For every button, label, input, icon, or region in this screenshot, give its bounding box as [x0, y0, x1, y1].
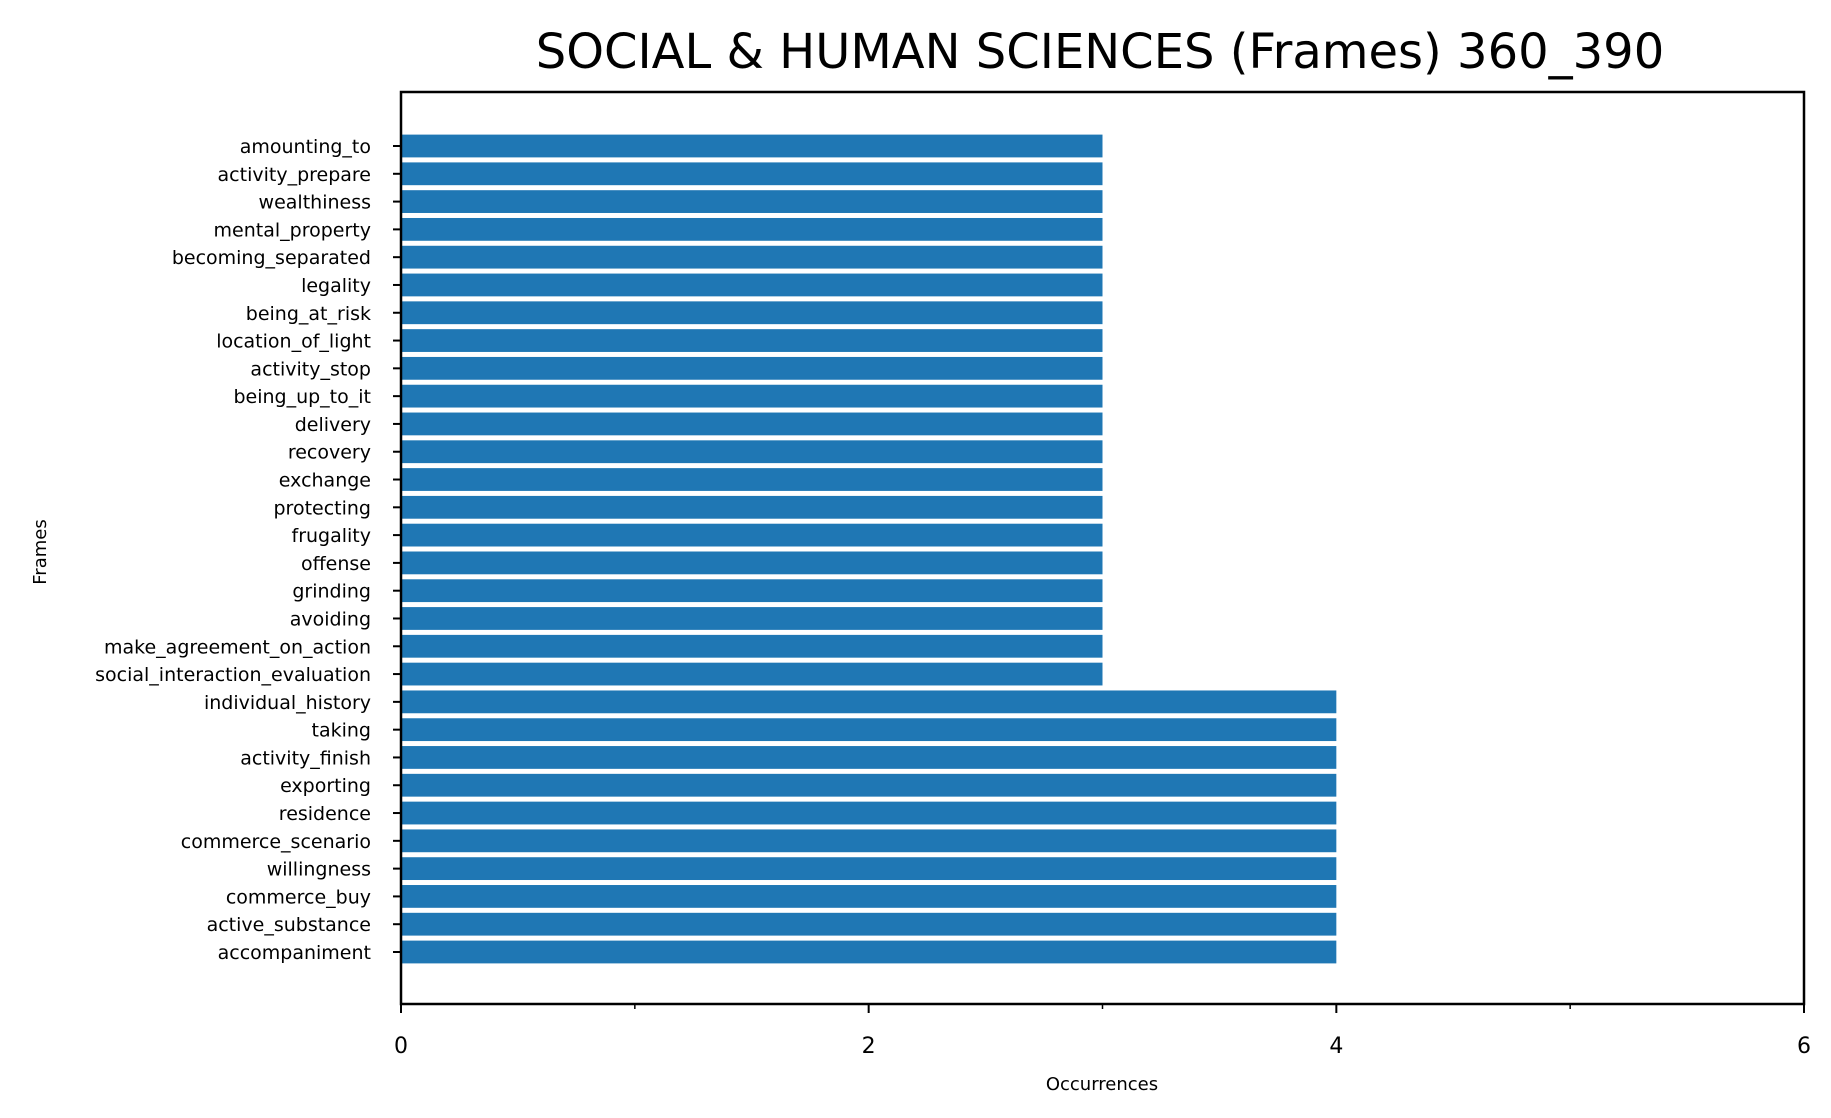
- bar-active_substance: [401, 912, 1337, 936]
- y-tick-label: becoming_separated: [172, 247, 371, 269]
- x-axis-label: Occurrences: [1046, 1074, 1158, 1095]
- bar-becoming_separated: [401, 245, 1103, 269]
- bar-commerce_scenario: [401, 829, 1337, 853]
- y-tick-label: commerce_scenario: [181, 831, 371, 853]
- bar-accompaniment: [401, 940, 1337, 964]
- y-tick-label: avoiding: [290, 608, 371, 630]
- plot-frame: [399, 90, 1806, 1006]
- y-tick-label: legality: [301, 275, 371, 297]
- chart-title: SOCIAL & HUMAN SCIENCES (Frames) 360_390: [536, 24, 1665, 80]
- bar-activity_prepare: [401, 162, 1103, 186]
- y-tick-label: active_substance: [207, 914, 371, 936]
- bar-activity_stop: [401, 356, 1103, 380]
- y-tick-label: taking: [312, 720, 371, 742]
- y-tick-label: being_at_risk: [246, 303, 371, 325]
- y-tick-label: grinding: [292, 581, 371, 603]
- x-tick-label: 0: [394, 1034, 408, 1059]
- y-tick-label: social_interaction_evaluation: [95, 664, 371, 686]
- y-tick-label: willingness: [267, 859, 371, 881]
- x-tick-label: 2: [862, 1034, 876, 1059]
- bar-offense: [401, 551, 1103, 575]
- y-tick-label: residence: [279, 803, 371, 825]
- bar-frugality: [401, 523, 1103, 547]
- y-tick-label: exporting: [280, 775, 371, 797]
- bar-being_at_risk: [401, 301, 1103, 325]
- bar-exporting: [401, 773, 1337, 797]
- bar-residence: [401, 801, 1337, 825]
- bar-amounting_to: [401, 134, 1103, 158]
- y-tick-label: frugality: [292, 525, 372, 547]
- y-tick-label: commerce_buy: [226, 886, 371, 908]
- bar-taking: [401, 718, 1337, 742]
- bar-social_interaction_evaluation: [401, 662, 1103, 686]
- x-tick-label: 4: [1329, 1034, 1343, 1059]
- y-tick-label: accompaniment: [218, 942, 371, 964]
- y-ticks-group: amounting_to activity_prepare wealthiness m…: [95, 136, 401, 964]
- bar-protecting: [401, 495, 1103, 519]
- bar-wealthiness: [401, 190, 1103, 213]
- bar-location_of_light: [401, 329, 1103, 352]
- y-tick-label: protecting: [274, 497, 372, 519]
- bar-avoiding: [401, 607, 1103, 630]
- y-tick-label: recovery: [288, 442, 371, 464]
- y-tick-label: activity_finish: [240, 747, 371, 769]
- y-tick-label: mental_property: [214, 219, 371, 241]
- y-tick-label: make_agreement_on_action: [104, 636, 371, 658]
- bar-make_agreement_on_action: [401, 634, 1103, 658]
- y-tick-label: activity_prepare: [218, 164, 371, 186]
- bar-recovery: [401, 440, 1103, 464]
- y-tick-label: location_of_light: [216, 331, 371, 353]
- bar-individual_history: [401, 690, 1337, 714]
- bar-being_up_to_it: [401, 384, 1103, 408]
- bar-delivery: [401, 412, 1103, 436]
- bar-activity_finish: [401, 746, 1337, 769]
- x-tick-label: 6: [1797, 1034, 1811, 1059]
- y-axis-label: Frames: [30, 519, 51, 584]
- y-tick-label: being_up_to_it: [233, 386, 371, 408]
- bar-mental_property: [401, 217, 1103, 241]
- y-tick-label: amounting_to: [240, 136, 371, 158]
- bar-grinding: [401, 579, 1103, 603]
- bar-commerce_buy: [401, 885, 1337, 908]
- bar-legality: [401, 273, 1103, 297]
- y-tick-label: activity_stop: [250, 358, 371, 380]
- y-tick-label: delivery: [295, 414, 371, 436]
- y-tick-label: offense: [301, 553, 371, 575]
- y-tick-label: individual_history: [204, 692, 371, 714]
- bar-willingness: [401, 857, 1337, 881]
- y-tick-label: exchange: [279, 470, 371, 492]
- bars-group: [401, 134, 1337, 964]
- y-tick-label: wealthiness: [259, 192, 371, 214]
- bar-exchange: [401, 468, 1103, 491]
- x-ticks-group: 0 2 4 6: [394, 1004, 1811, 1059]
